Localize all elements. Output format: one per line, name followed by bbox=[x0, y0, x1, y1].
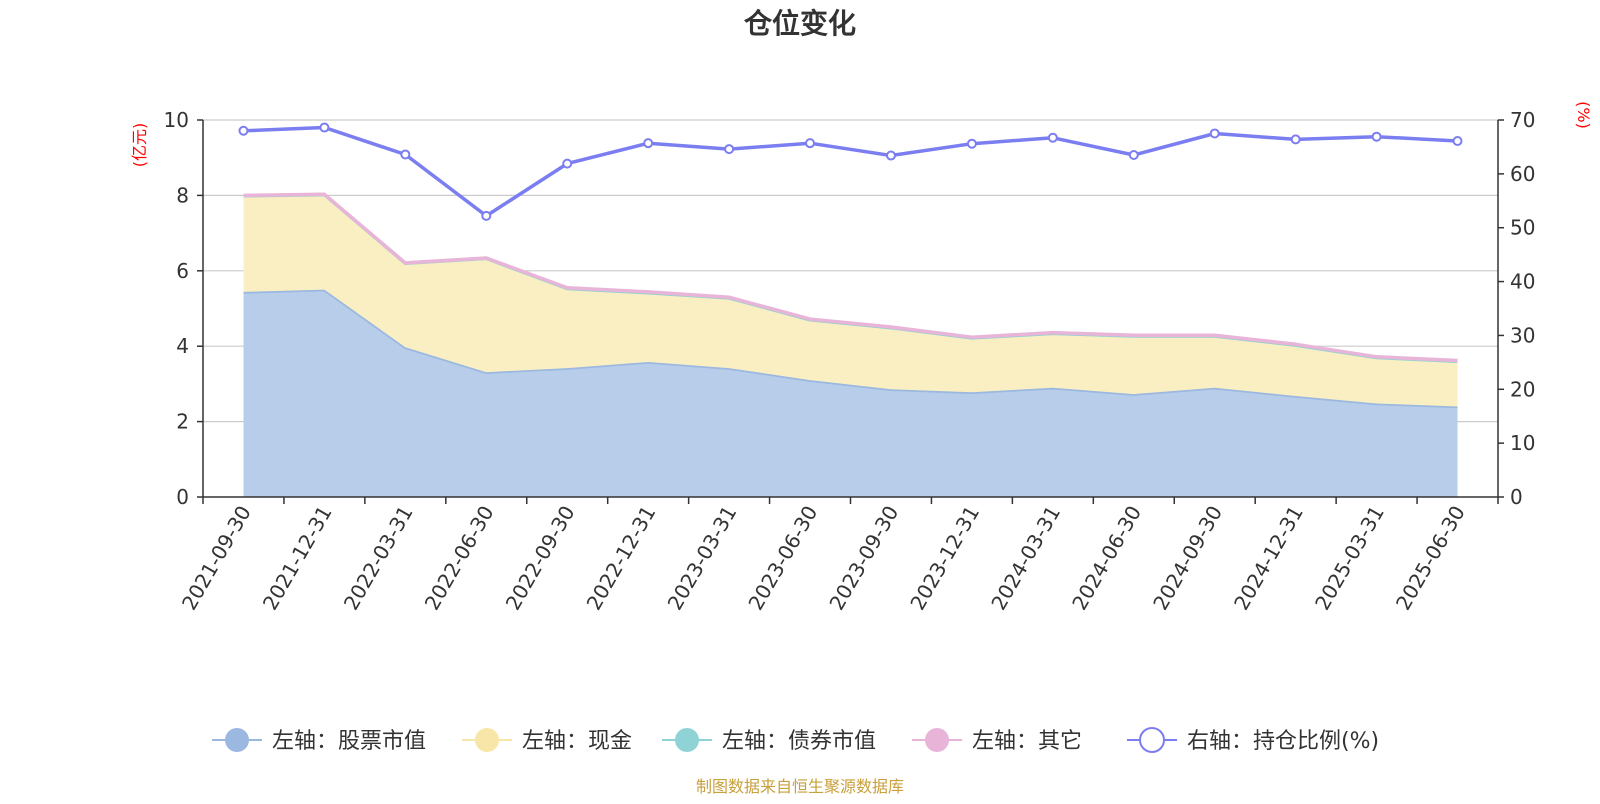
series-line-左轴：其它 bbox=[243, 192, 1458, 363]
legend-marker bbox=[1139, 727, 1165, 753]
legend-marker bbox=[225, 728, 249, 752]
right-tick-label: 40 bbox=[1510, 270, 1535, 294]
legend-item[interactable]: 左轴：现金 bbox=[462, 728, 632, 754]
area-左轴：股票市值 bbox=[243, 289, 1458, 497]
x-tick-label: 2022-12-31 bbox=[582, 502, 661, 615]
left-tick-label: 10 bbox=[164, 108, 189, 132]
right-tick-label: 50 bbox=[1510, 216, 1535, 240]
ratio-point bbox=[1209, 128, 1220, 139]
legend-label: 左轴：现金 bbox=[522, 729, 632, 754]
left-tick-label: 2 bbox=[176, 410, 189, 434]
ratio-point bbox=[966, 138, 977, 149]
ratio-point bbox=[643, 138, 654, 149]
ratio-point bbox=[481, 210, 492, 221]
legend[interactable]: 左轴：股票市值 左轴：现金 左轴：债券市值 左轴：其它 右轴：持仓比例(%) bbox=[212, 727, 1379, 754]
ratio-point bbox=[238, 125, 249, 136]
ratio-point bbox=[805, 138, 816, 149]
x-tick-label: 2025-03-31 bbox=[1310, 502, 1389, 615]
x-tick-label: 2022-09-30 bbox=[501, 502, 580, 615]
x-tick-label: 2023-12-31 bbox=[905, 502, 984, 615]
ratio-point bbox=[1047, 132, 1058, 143]
ratio-point bbox=[1371, 131, 1382, 142]
right-tick-label: 20 bbox=[1510, 377, 1535, 401]
legend-item[interactable]: 左轴：债券市值 bbox=[662, 728, 876, 754]
ratio-point bbox=[885, 150, 896, 161]
left-tick-label: 0 bbox=[176, 485, 189, 509]
legend-label: 左轴：债券市值 bbox=[722, 729, 876, 754]
ratio-point bbox=[1290, 134, 1301, 145]
left-tick-label: 6 bbox=[176, 259, 189, 283]
legend-label: 右轴：持仓比例(%) bbox=[1187, 729, 1379, 754]
x-tick-label: 2022-03-31 bbox=[339, 502, 418, 615]
right-tick-label: 60 bbox=[1510, 162, 1535, 186]
legend-marker bbox=[675, 728, 699, 752]
legend-label: 左轴：股票市值 bbox=[272, 729, 426, 754]
chart-title: 仓位变化 bbox=[744, 7, 856, 40]
area-左轴：现金 bbox=[243, 194, 1458, 407]
left-tick-label: 4 bbox=[176, 334, 189, 358]
x-tick-label: 2024-12-31 bbox=[1229, 502, 1308, 615]
legend-marker bbox=[475, 728, 499, 752]
x-tick-label: 2025-06-30 bbox=[1391, 502, 1470, 615]
right-tick-label: 0 bbox=[1510, 485, 1523, 509]
ratio-point bbox=[1128, 150, 1139, 161]
ratio-point bbox=[319, 122, 330, 133]
x-tick-label: 2024-03-31 bbox=[986, 502, 1065, 615]
x-tick-label: 2022-06-30 bbox=[420, 502, 499, 615]
legend-label: 左轴：其它 bbox=[972, 729, 1082, 754]
x-tick-label: 2023-09-30 bbox=[824, 502, 903, 615]
right-tick-label: 30 bbox=[1510, 323, 1535, 347]
ratio-line-layer bbox=[238, 122, 1463, 221]
ratio-point bbox=[400, 149, 411, 160]
area-layer bbox=[243, 192, 1458, 497]
ratio-point bbox=[724, 144, 735, 155]
right-tick-label: 10 bbox=[1510, 431, 1535, 455]
x-tick-label: 2024-09-30 bbox=[1148, 502, 1227, 615]
left-axis-label: (亿元) bbox=[130, 123, 149, 168]
x-tick-label: 2023-06-30 bbox=[743, 502, 822, 615]
legend-item[interactable]: 左轴：股票市值 bbox=[212, 728, 426, 754]
ratio-line bbox=[243, 125, 1458, 218]
right-axis-label: (%) bbox=[1574, 101, 1593, 129]
x-tick-label: 2024-06-30 bbox=[1067, 502, 1146, 615]
legend-marker bbox=[925, 728, 949, 752]
x-tick-label: 2023-03-31 bbox=[663, 502, 742, 615]
right-tick-label: 70 bbox=[1510, 108, 1535, 132]
legend-item[interactable]: 左轴：其它 bbox=[912, 728, 1082, 754]
ratio-point bbox=[1452, 136, 1463, 147]
x-tick-label: 2021-12-31 bbox=[258, 502, 337, 615]
left-tick-label: 8 bbox=[176, 183, 189, 207]
x-tick-label: 2021-09-30 bbox=[177, 502, 256, 615]
data-source-note: 制图数据来自恒生聚源数据库 bbox=[696, 777, 904, 796]
legend-item[interactable]: 右轴：持仓比例(%) bbox=[1127, 727, 1379, 754]
ratio-point bbox=[562, 158, 573, 169]
